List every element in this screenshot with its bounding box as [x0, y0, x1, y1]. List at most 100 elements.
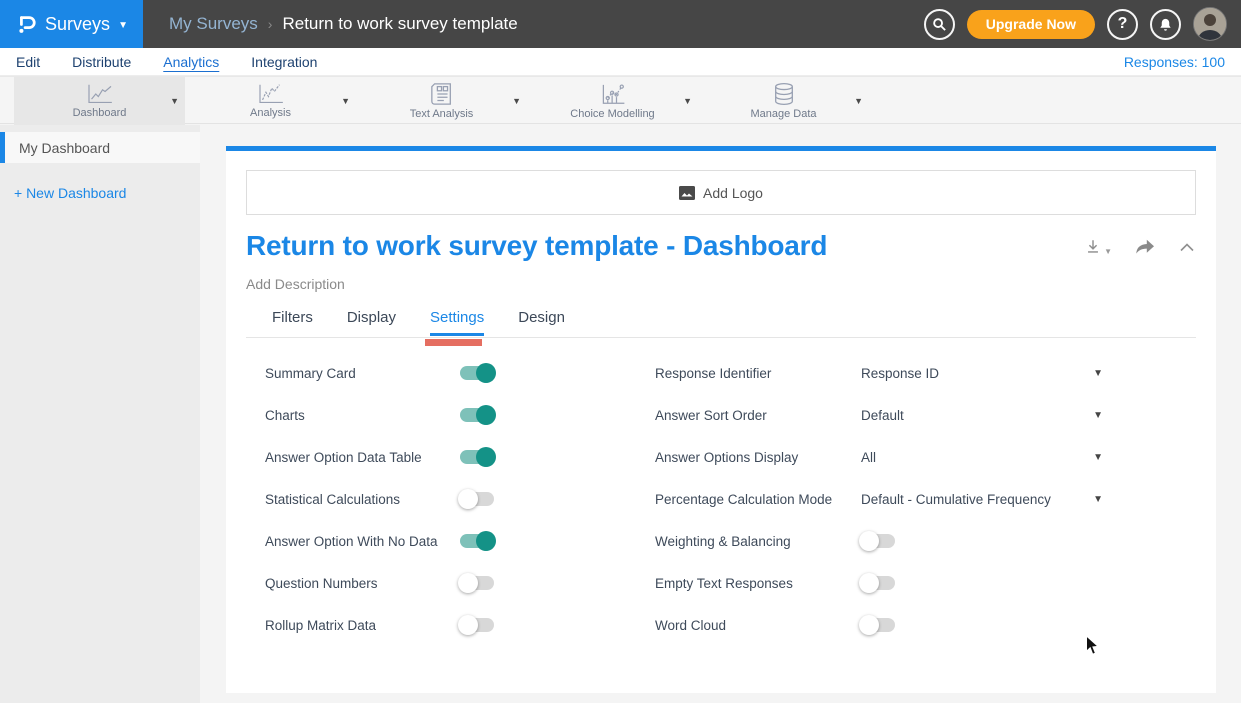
accent-bar [226, 146, 1216, 151]
dashboard-chart-icon [87, 84, 112, 104]
tab-settings[interactable]: Settings [430, 309, 485, 336]
notifications-button[interactable] [1150, 8, 1181, 40]
upgrade-button[interactable]: Upgrade Now [966, 9, 1095, 39]
settings-row-answer-option-data-table: Answer Option Data Table [265, 436, 565, 478]
add-description[interactable]: Add Description [246, 276, 345, 292]
setting-label: Summary Card [265, 365, 356, 381]
toolbar-label: Dashboard [72, 107, 127, 119]
nav-item-analytics[interactable]: Analytics [163, 53, 220, 70]
toolbar-item-dashboard[interactable]: Dashboard ▼ [14, 77, 185, 125]
breadcrumb-parent[interactable]: My Surveys [169, 14, 258, 33]
chevron-down-icon[interactable]: ▼ [854, 96, 863, 106]
toolbar-item-manage-data[interactable]: Manage Data ▼ [698, 77, 869, 125]
toggle-knob [476, 405, 496, 425]
toggle-statistical-calculations[interactable] [458, 489, 494, 509]
dashboard-tabs: Filters Display Settings Design [272, 309, 565, 336]
toggle-summary-card[interactable] [460, 363, 496, 383]
select-answer-sort-order[interactable]: Default [861, 407, 904, 423]
setting-label: Weighting & Balancing [655, 533, 791, 549]
help-button[interactable]: ? [1107, 8, 1138, 40]
sidebar-item-my-dashboard[interactable]: My Dashboard [0, 132, 200, 163]
choice-modelling-icon [602, 83, 624, 104]
download-button[interactable]: ▼ [1084, 238, 1112, 256]
chevron-down-icon[interactable]: ▼ [512, 96, 521, 106]
chevron-down-icon: ▼ [1104, 246, 1112, 256]
tab-display[interactable]: Display [346, 309, 397, 326]
toggle-answer-option-data-table[interactable] [460, 447, 496, 467]
toggle-answer-option-with-no-data[interactable] [460, 531, 496, 551]
toolbar-label: Manage Data [750, 108, 817, 120]
responses-count[interactable]: Responses: 100 [1123, 53, 1225, 70]
add-logo-button[interactable]: Add Logo [246, 170, 1196, 215]
toggle-knob [476, 447, 496, 467]
setting-label: Rollup Matrix Data [265, 617, 377, 633]
chevron-down-icon[interactable]: ▼ [1093, 367, 1103, 379]
chevron-down-icon[interactable]: ▼ [1093, 493, 1103, 505]
toggle-knob [458, 573, 478, 593]
settings-row-summary-card: Summary Card [265, 352, 565, 394]
chevron-down-icon[interactable]: ▼ [341, 96, 350, 106]
setting-label: Response Identifier [655, 365, 772, 381]
tab-divider [246, 337, 1196, 338]
text-analysis-icon [430, 83, 451, 105]
collapse-button[interactable] [1178, 241, 1196, 253]
toggle-knob [476, 531, 496, 551]
search-icon [932, 17, 946, 31]
breadcrumb-current: Return to work survey template [282, 14, 518, 33]
toggle-weighting-balancing[interactable] [859, 531, 895, 551]
chevron-up-icon [1180, 243, 1194, 252]
toolbar-label: Text Analysis [409, 108, 474, 120]
toolbar-label: Choice Modelling [570, 107, 655, 120]
settings-row-response-identifier: Response Identifier Response ID ▼ [655, 352, 1117, 394]
setting-label: Answer Sort Order [655, 407, 767, 423]
select-percentage-calculation-mode[interactable]: Default - Cumulative Frequency [861, 491, 1051, 507]
toolbar-item-analysis[interactable]: Analysis ▼ [185, 77, 356, 125]
settings-row-weighting-balancing: Weighting & Balancing [655, 520, 1117, 562]
toggle-knob [859, 531, 879, 551]
tab-design[interactable]: Design [518, 309, 565, 326]
bell-icon [1160, 18, 1171, 31]
toolbar-label: Analysis [250, 107, 291, 119]
toggle-rollup-matrix-data[interactable] [458, 615, 494, 635]
share-button[interactable] [1134, 238, 1156, 256]
questionpro-logo-icon [19, 16, 36, 33]
chevron-down-icon[interactable]: ▼ [683, 96, 692, 106]
survey-nav: Edit Distribute Analytics Integration Re… [0, 48, 1241, 76]
chevron-down-icon[interactable]: ▼ [1093, 409, 1103, 421]
toggle-knob [458, 615, 478, 635]
select-answer-options-display[interactable]: All [861, 449, 877, 465]
setting-label: Question Numbers [265, 575, 378, 591]
toggle-charts[interactable] [460, 405, 496, 425]
avatar[interactable] [1193, 7, 1227, 41]
tab-filters[interactable]: Filters [272, 309, 313, 326]
sidebar-item-label: My Dashboard [19, 139, 111, 156]
nav-item-edit[interactable]: Edit [16, 53, 41, 70]
select-response-identifier[interactable]: Response ID [861, 365, 940, 381]
chevron-down-icon[interactable]: ▼ [1093, 451, 1103, 463]
settings-column-right: Response Identifier Response ID ▼ Answer So… [655, 352, 1117, 646]
toggle-question-numbers[interactable] [458, 573, 494, 593]
toggle-empty-text-responses[interactable] [859, 573, 895, 593]
dashboard-sidebar: My Dashboard + New Dashboard [0, 125, 200, 703]
nav-item-distribute[interactable]: Distribute [72, 53, 132, 70]
app-logo-menu[interactable]: Surveys ▼ [0, 0, 143, 48]
settings-row-empty-text-responses: Empty Text Responses [655, 562, 1117, 604]
toolbar-item-text-analysis[interactable]: Text Analysis ▼ [356, 77, 527, 125]
new-dashboard-button[interactable]: + New Dashboard [14, 185, 200, 201]
mouse-cursor [1086, 635, 1099, 655]
toggle-word-cloud[interactable] [859, 615, 895, 635]
dashboard-card: Add Logo Return to work survey template … [226, 146, 1216, 693]
analytics-toolbar: Dashboard ▼ Analysis ▼ Text Analysis ▼ [0, 76, 1241, 125]
new-dashboard-label: + New Dashboard [14, 185, 127, 201]
search-button[interactable] [923, 8, 955, 40]
avatar-photo [1194, 8, 1226, 40]
settings-row-word-cloud: Word Cloud [655, 604, 1117, 646]
nav-item-integration[interactable]: Integration [251, 53, 318, 70]
chevron-down-icon[interactable]: ▼ [170, 96, 179, 106]
toolbar-item-choice-modelling[interactable]: Choice Modelling ▼ [527, 77, 698, 125]
toggle-knob [859, 615, 879, 635]
brand-label: Surveys [45, 13, 111, 34]
toggle-knob [859, 573, 879, 593]
setting-label: Percentage Calculation Mode [655, 491, 833, 507]
main-content: Add Logo Return to work survey template … [200, 125, 1241, 703]
